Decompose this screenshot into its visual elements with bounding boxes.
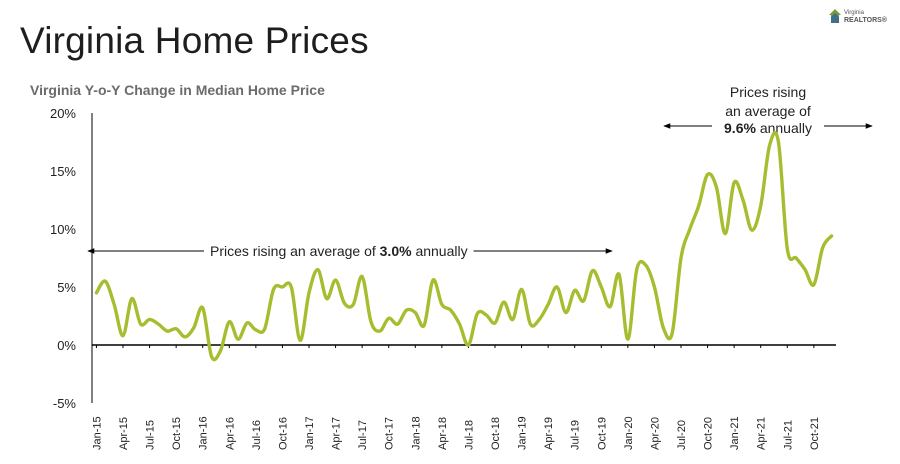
x-tick-label: Jul-21 [782, 420, 794, 450]
y-tick-label: 5% [57, 280, 76, 295]
chart-series [94, 131, 834, 362]
x-tick-label: Jul-20 [676, 420, 688, 450]
y-tick-label: 10% [50, 222, 76, 237]
x-tick-label: Jan-15 [91, 416, 103, 450]
x-tick-label: Jul-18 [463, 420, 475, 450]
x-tick-label: Apr-19 [543, 417, 555, 450]
chart-title: Virginia Y-o-Y Change in Median Home Pri… [30, 82, 325, 98]
y-tick-label: 20% [50, 106, 76, 121]
x-tick-label: Jan-16 [198, 416, 210, 450]
x-tick-label: Jan-20 [623, 416, 635, 450]
house-icon [829, 9, 841, 23]
x-tick-label: Apr-18 [437, 417, 449, 450]
y-tick-label: 15% [50, 164, 76, 179]
x-tick-label: Oct-19 [596, 417, 608, 450]
x-tick-label: Oct-15 [171, 417, 183, 450]
annotation-late-line3: 9.6% annually [724, 120, 812, 136]
x-tick-label: Apr-15 [118, 417, 130, 450]
x-axis-ticks: Jan-15 Apr-15 Jul-15 Oct-15 Jan-16 Apr-16 Jul-… [91, 345, 821, 450]
logo-text-virginia: Virginia [844, 10, 864, 16]
x-tick-label: Apr-20 [649, 417, 661, 450]
x-tick-label: Oct-16 [277, 417, 289, 450]
annotation-late-line2: an average of [725, 103, 811, 119]
chart-annotations: Prices rising an average of 3.0% annuall… [87, 84, 873, 259]
page-title: Virginia Home Prices [20, 20, 369, 61]
annotation-late-line1: Prices rising [730, 84, 806, 100]
x-tick-label: Apr-16 [224, 417, 236, 450]
x-tick-label: Jul-16 [251, 420, 263, 450]
x-tick-label: Jul-19 [570, 420, 582, 450]
y-axis-ticks: -5% 0% 5% 10% 15% 20% [50, 106, 76, 411]
logo-text-realtors: REALTORS® [844, 17, 888, 24]
x-tick-label: Jul-15 [145, 420, 157, 450]
x-tick-label: Jan-17 [304, 416, 316, 450]
chart-axes [91, 113, 836, 403]
x-tick-label: Oct-20 [703, 417, 715, 450]
x-tick-label: Jan-19 [517, 416, 529, 450]
x-tick-label: Jan-21 [729, 416, 741, 450]
x-tick-label: Jan-18 [410, 416, 422, 450]
x-tick-label: Jul-17 [357, 420, 369, 450]
virginia-realtors-logo: Virginia REALTORS® [820, 8, 888, 30]
x-tick-label: Apr-17 [331, 417, 343, 450]
x-tick-label: Oct-17 [384, 417, 396, 450]
series-line [94, 131, 834, 362]
y-tick-label: 0% [57, 338, 76, 353]
annotation-early-text: Prices rising an average of 3.0% annuall… [210, 243, 468, 259]
x-tick-label: Oct-21 [809, 417, 821, 450]
x-tick-label: Oct-18 [490, 417, 502, 450]
y-tick-label: -5% [53, 396, 77, 411]
x-tick-label: Apr-21 [756, 417, 768, 450]
